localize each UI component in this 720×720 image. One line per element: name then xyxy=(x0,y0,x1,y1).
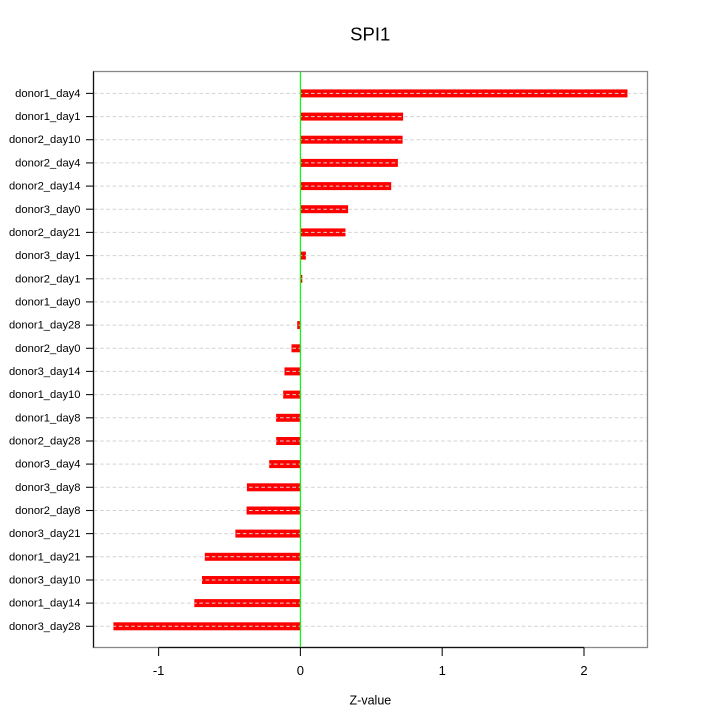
svg-text:donor1_day1: donor1_day1 xyxy=(15,111,80,123)
svg-text:donor3_day21: donor3_day21 xyxy=(9,528,81,540)
svg-text:donor1_day8: donor1_day8 xyxy=(15,412,80,424)
svg-text:donor3_day8: donor3_day8 xyxy=(15,482,80,494)
svg-text:donor3_day0: donor3_day0 xyxy=(15,204,80,216)
svg-text:0: 0 xyxy=(297,663,304,678)
svg-text:donor2_day0: donor2_day0 xyxy=(15,343,80,355)
svg-text:-1: -1 xyxy=(153,663,165,678)
svg-text:Z-value: Z-value xyxy=(350,694,392,708)
svg-text:donor1_day28: donor1_day28 xyxy=(9,320,81,332)
svg-text:donor1_day21: donor1_day21 xyxy=(9,551,81,563)
svg-text:donor2_day21: donor2_day21 xyxy=(9,227,81,239)
svg-text:donor3_day4: donor3_day4 xyxy=(15,459,80,471)
svg-text:donor2_day1: donor2_day1 xyxy=(15,273,80,285)
svg-text:SPI1: SPI1 xyxy=(350,24,390,45)
svg-text:1: 1 xyxy=(439,663,446,678)
svg-text:donor2_day10: donor2_day10 xyxy=(9,134,81,146)
svg-text:donor3_day1: donor3_day1 xyxy=(15,250,80,262)
svg-text:donor2_day14: donor2_day14 xyxy=(9,181,81,193)
svg-text:donor2_day4: donor2_day4 xyxy=(15,157,80,169)
svg-text:donor1_day14: donor1_day14 xyxy=(9,598,81,610)
svg-text:donor2_day8: donor2_day8 xyxy=(15,505,80,517)
svg-text:donor2_day28: donor2_day28 xyxy=(9,436,81,448)
svg-text:donor1_day4: donor1_day4 xyxy=(15,88,80,100)
svg-text:donor3_day10: donor3_day10 xyxy=(9,575,81,587)
svg-text:donor3_day28: donor3_day28 xyxy=(9,621,81,633)
svg-text:donor1_day10: donor1_day10 xyxy=(9,389,81,401)
svg-text:2: 2 xyxy=(580,663,587,678)
svg-text:donor1_day0: donor1_day0 xyxy=(15,296,80,308)
svg-text:donor3_day14: donor3_day14 xyxy=(9,366,81,378)
